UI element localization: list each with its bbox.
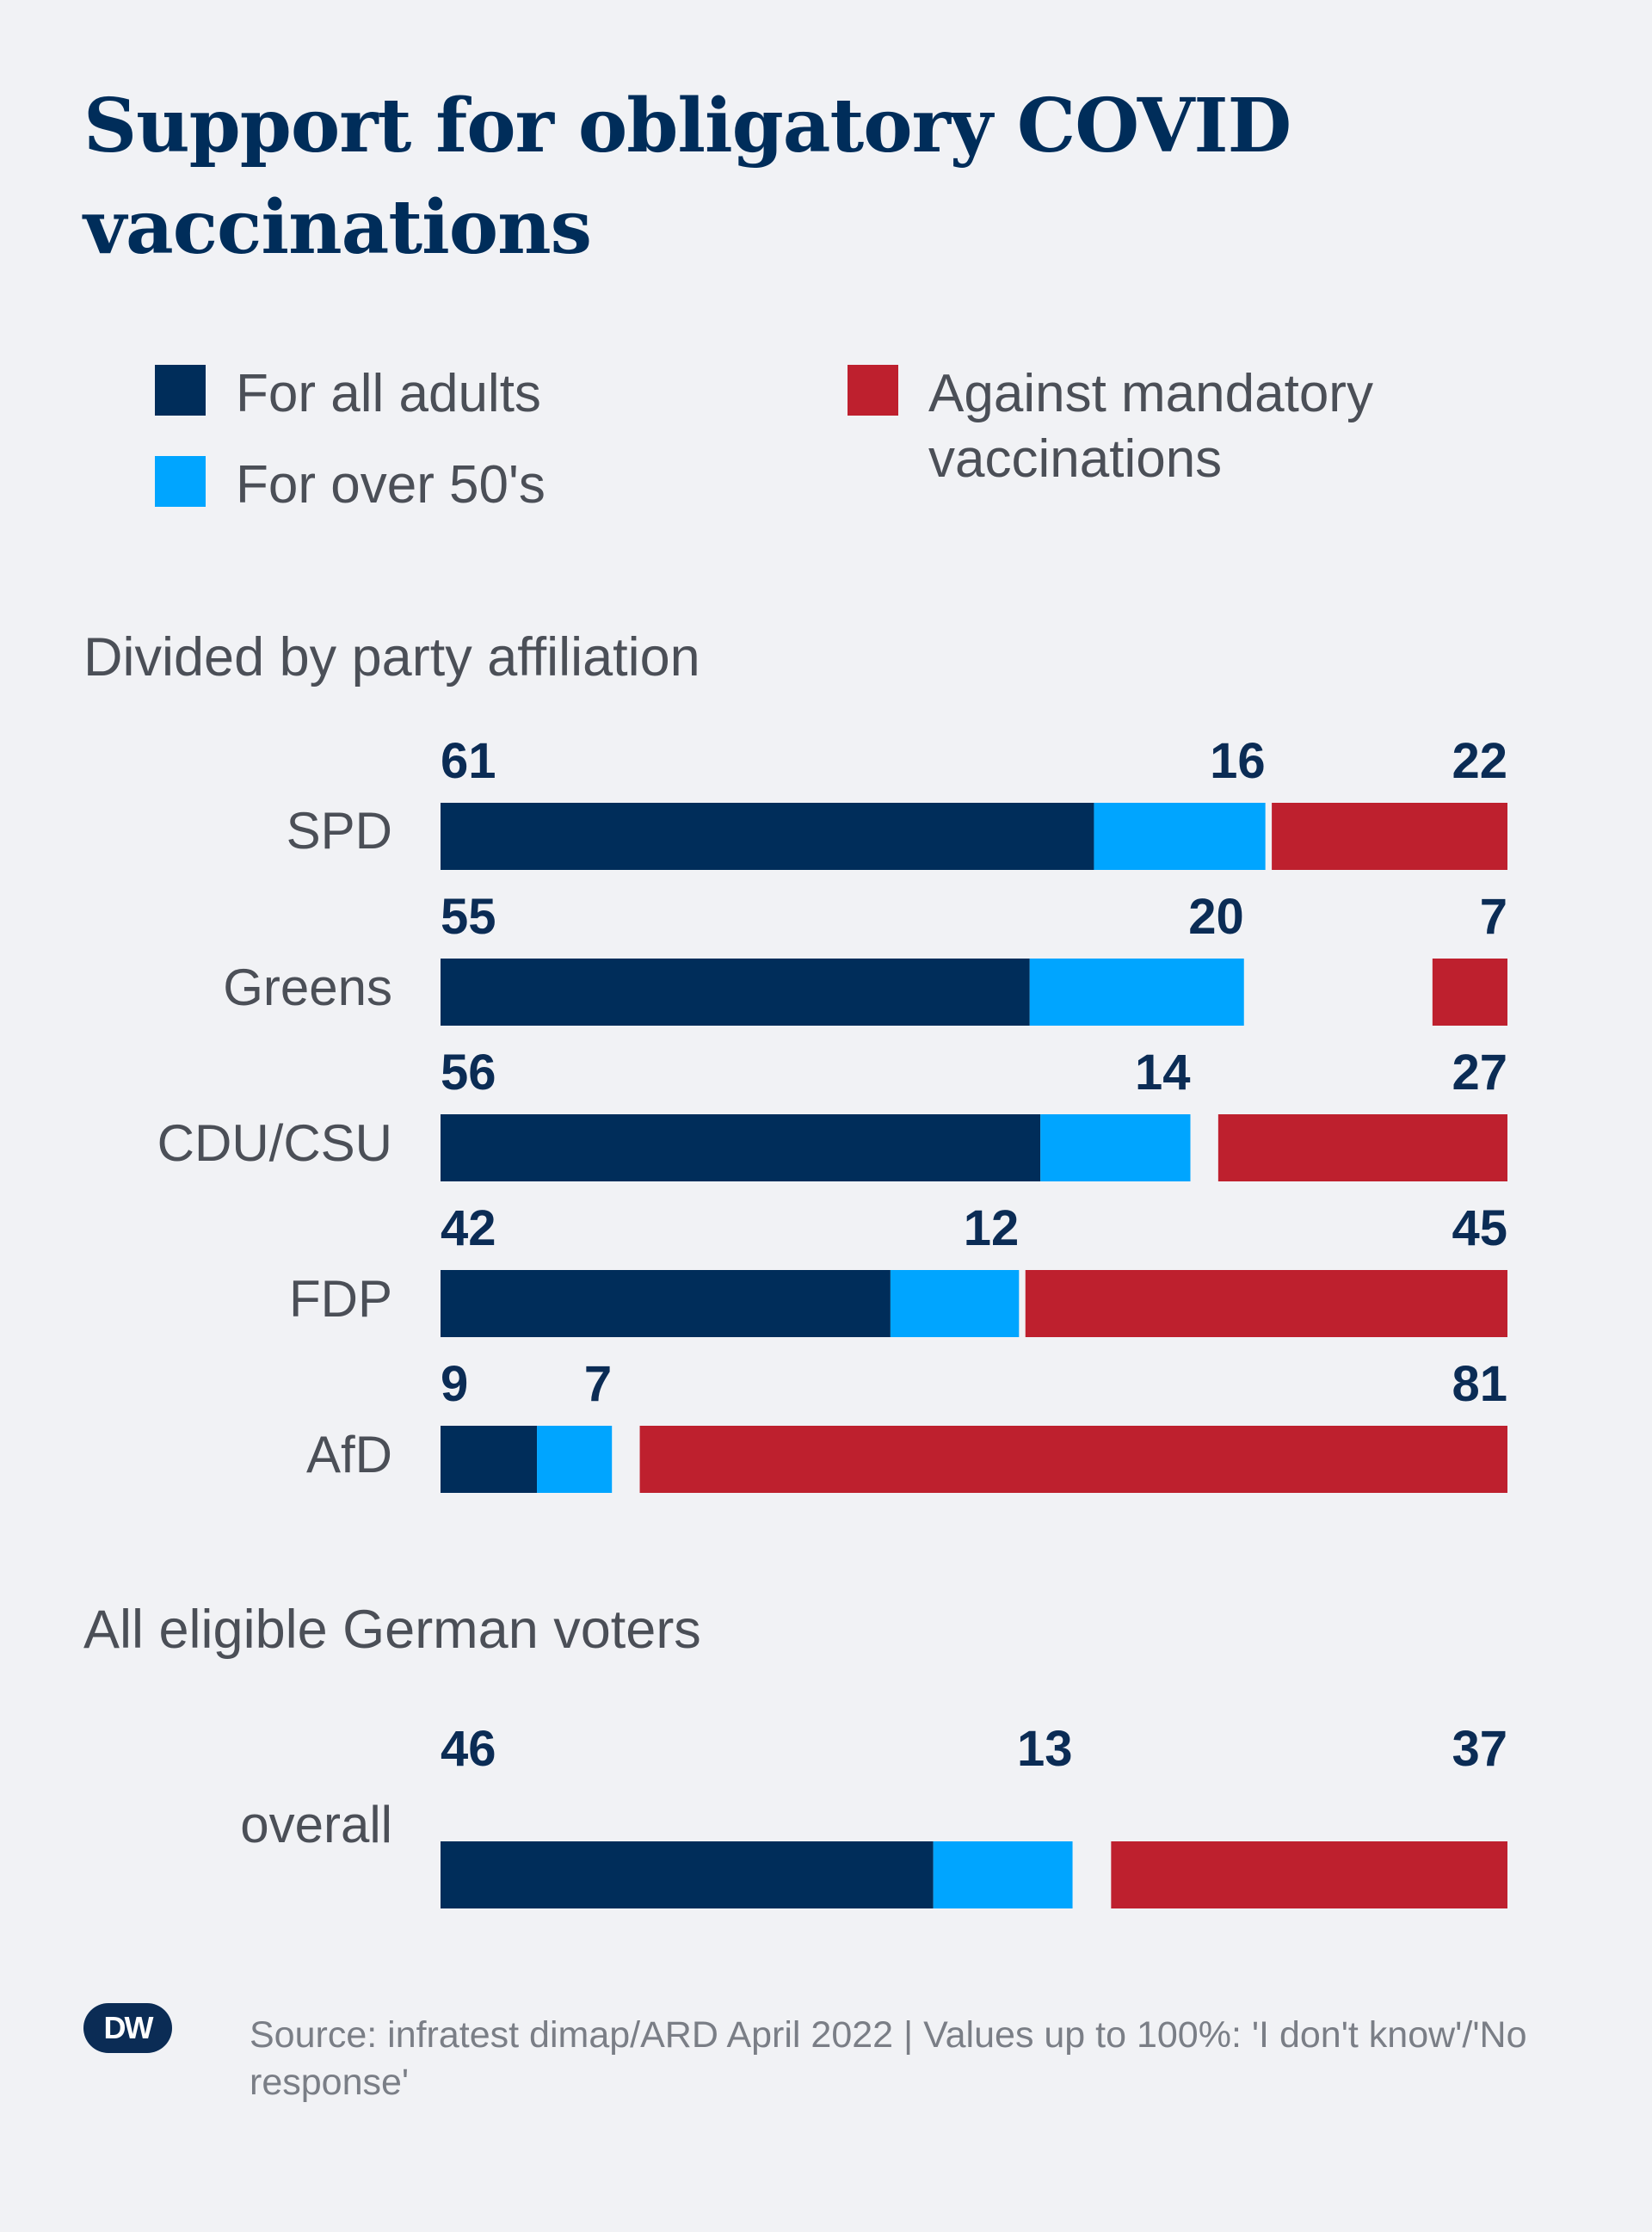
value-label-against-fdp: 45	[1452, 1200, 1507, 1256]
bar-for-over-50s-cdu-csu	[1040, 1114, 1191, 1181]
value-label-for-over-50s-fdp: 12	[964, 1200, 1020, 1256]
value-label-against-spd: 22	[1452, 733, 1507, 789]
bar-for-over-50s-spd	[1094, 803, 1266, 870]
bar-against-greens	[1432, 959, 1507, 1026]
value-label-for-all-adults-afd: 9	[441, 1356, 468, 1412]
bar-for-over-50s-greens	[1029, 959, 1244, 1026]
footer: DW	[83, 2003, 172, 2053]
bar-against-spd	[1272, 803, 1507, 870]
bar-against-overall	[1111, 1841, 1507, 1908]
bar-for-over-50s-overall	[933, 1841, 1073, 1908]
value-label-for-over-50s-spd: 16	[1210, 733, 1266, 789]
value-label-for-over-50s-afd: 7	[584, 1356, 612, 1412]
bar-for-all-adults-afd	[441, 1426, 538, 1493]
legend-item-for-over-50s: For over 50's	[155, 453, 666, 518]
category-label-spd: SPD	[287, 802, 392, 860]
bar-for-all-adults-greens	[441, 959, 1030, 1026]
legend-label-for-over-50s: For over 50's	[236, 455, 546, 515]
value-label-against-afd: 81	[1452, 1356, 1507, 1412]
chart-title: Support for obligatory COVID vaccination…	[83, 83, 1291, 271]
legend-label-for-all-adults: For all adults	[236, 364, 541, 423]
legend-swatch-for-all-adults	[155, 365, 206, 416]
legend-item-against: Against mandatory vaccinations	[848, 361, 1479, 492]
value-label-for-all-adults-fdp: 42	[441, 1200, 496, 1256]
bar-for-all-adults-spd	[441, 803, 1094, 870]
bar-against-fdp	[1025, 1270, 1507, 1337]
category-label-greens: Greens	[223, 959, 392, 1016]
value-label-for-over-50s-cdu-csu: 14	[1135, 1045, 1191, 1101]
bar-for-all-adults-cdu-csu	[441, 1114, 1041, 1181]
value-label-for-all-adults-overall: 46	[441, 1721, 496, 1777]
value-label-against-cdu-csu: 27	[1452, 1045, 1507, 1101]
category-label-afd: AfD	[306, 1426, 392, 1483]
value-label-for-all-adults-cdu-csu: 56	[441, 1045, 496, 1101]
value-label-for-over-50s-overall: 13	[1017, 1721, 1073, 1777]
bar-for-over-50s-afd	[537, 1426, 613, 1493]
value-label-against-greens: 7	[1480, 889, 1507, 945]
section-label-all-voters: All eligible German voters	[83, 1600, 701, 1660]
legend-swatch-against	[848, 365, 898, 416]
value-label-against-overall: 37	[1452, 1721, 1507, 1777]
bar-for-over-50s-fdp	[890, 1270, 1020, 1337]
category-label-cdu-csu: CDU/CSU	[157, 1114, 392, 1172]
legend-swatch-for-over-50s	[155, 456, 206, 507]
value-label-for-over-50s-greens: 20	[1188, 889, 1244, 945]
bar-for-all-adults-overall	[441, 1841, 934, 1908]
value-label-for-all-adults-greens: 55	[441, 889, 496, 945]
category-label-overall: overall	[240, 1796, 392, 1853]
value-label-for-all-adults-spd: 61	[441, 733, 496, 789]
bar-against-afd	[639, 1426, 1507, 1493]
legend-item-for-all-adults: For all adults	[155, 361, 666, 427]
legend-label-against: Against mandatory vaccinations	[928, 364, 1373, 489]
dw-logo: DW	[83, 2003, 172, 2053]
bar-against-cdu-csu	[1217, 1114, 1507, 1181]
section-label-party: Divided by party affiliation	[83, 627, 700, 687]
bar-for-all-adults-fdp	[441, 1270, 891, 1337]
source-note: Source: infratest dimap/ARD April 2022 |…	[250, 2014, 1527, 2103]
category-label-fdp: FDP	[289, 1270, 392, 1328]
